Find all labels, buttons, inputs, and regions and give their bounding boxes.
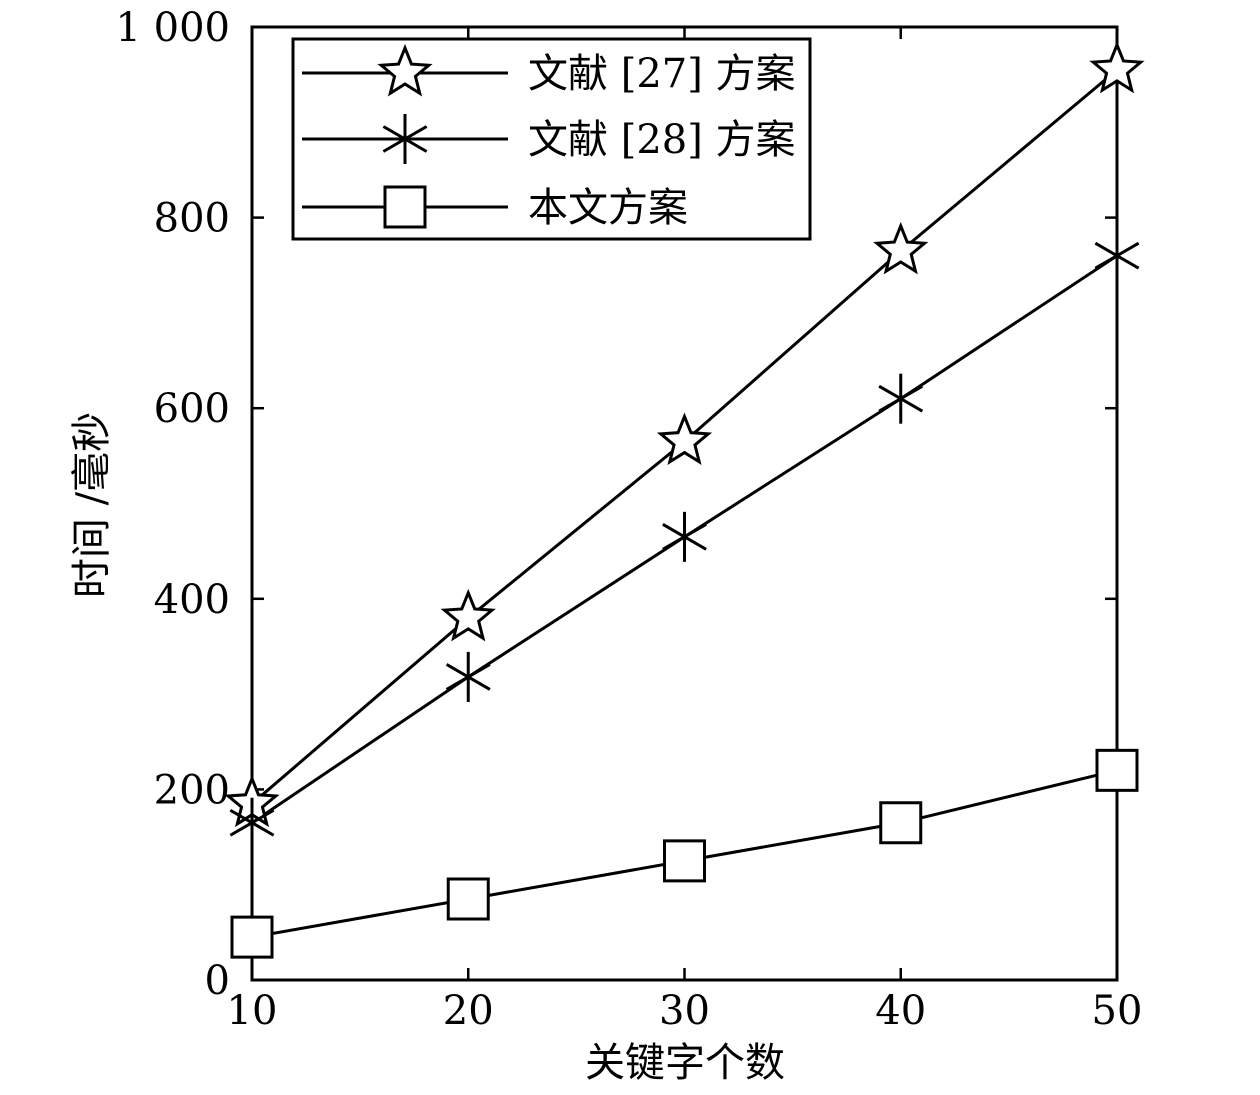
series-3-point — [446, 877, 490, 921]
y-tick-label: 0 — [205, 958, 230, 1004]
x-tick-label: 40 — [875, 988, 926, 1034]
y-axis-title: 时间 /毫秒 — [69, 412, 115, 598]
legend-marker-3 — [383, 185, 427, 229]
legend-label-3: 本文方案 — [528, 185, 688, 231]
series-1-point — [440, 588, 496, 642]
y-tick-label: 600 — [154, 386, 230, 432]
x-axis-title: 关键字个数 — [585, 1040, 785, 1086]
legend-label-1: 文献 [27] 方案 — [528, 51, 796, 97]
legend-marker-2 — [382, 114, 428, 164]
series-2-point — [662, 511, 707, 562]
series-3-point — [879, 801, 923, 845]
series-2-point — [878, 373, 924, 424]
legend-label-2: 文献 [28] 方案 — [528, 117, 796, 163]
x-tick-label: 30 — [659, 988, 710, 1034]
series-2-point — [229, 797, 275, 848]
series-2-point — [1094, 230, 1140, 281]
series-1-point — [873, 221, 929, 275]
series-1-point — [1089, 40, 1145, 94]
x-tick-label: 50 — [1092, 988, 1143, 1034]
series-3-point — [1095, 748, 1139, 792]
legend-marker-1 — [377, 43, 433, 97]
x-tick-label: 10 — [227, 988, 278, 1034]
series-3-point — [230, 915, 274, 959]
series-1-point — [656, 412, 713, 466]
y-tick-label: 800 — [154, 196, 230, 242]
y-tick-label: 200 — [154, 767, 230, 813]
y-tick-label: 400 — [154, 577, 230, 623]
y-tick-label: 1 000 — [115, 5, 230, 51]
series-2-point — [445, 651, 491, 702]
x-tick-label: 20 — [443, 988, 494, 1034]
series-3-point — [663, 839, 706, 883]
